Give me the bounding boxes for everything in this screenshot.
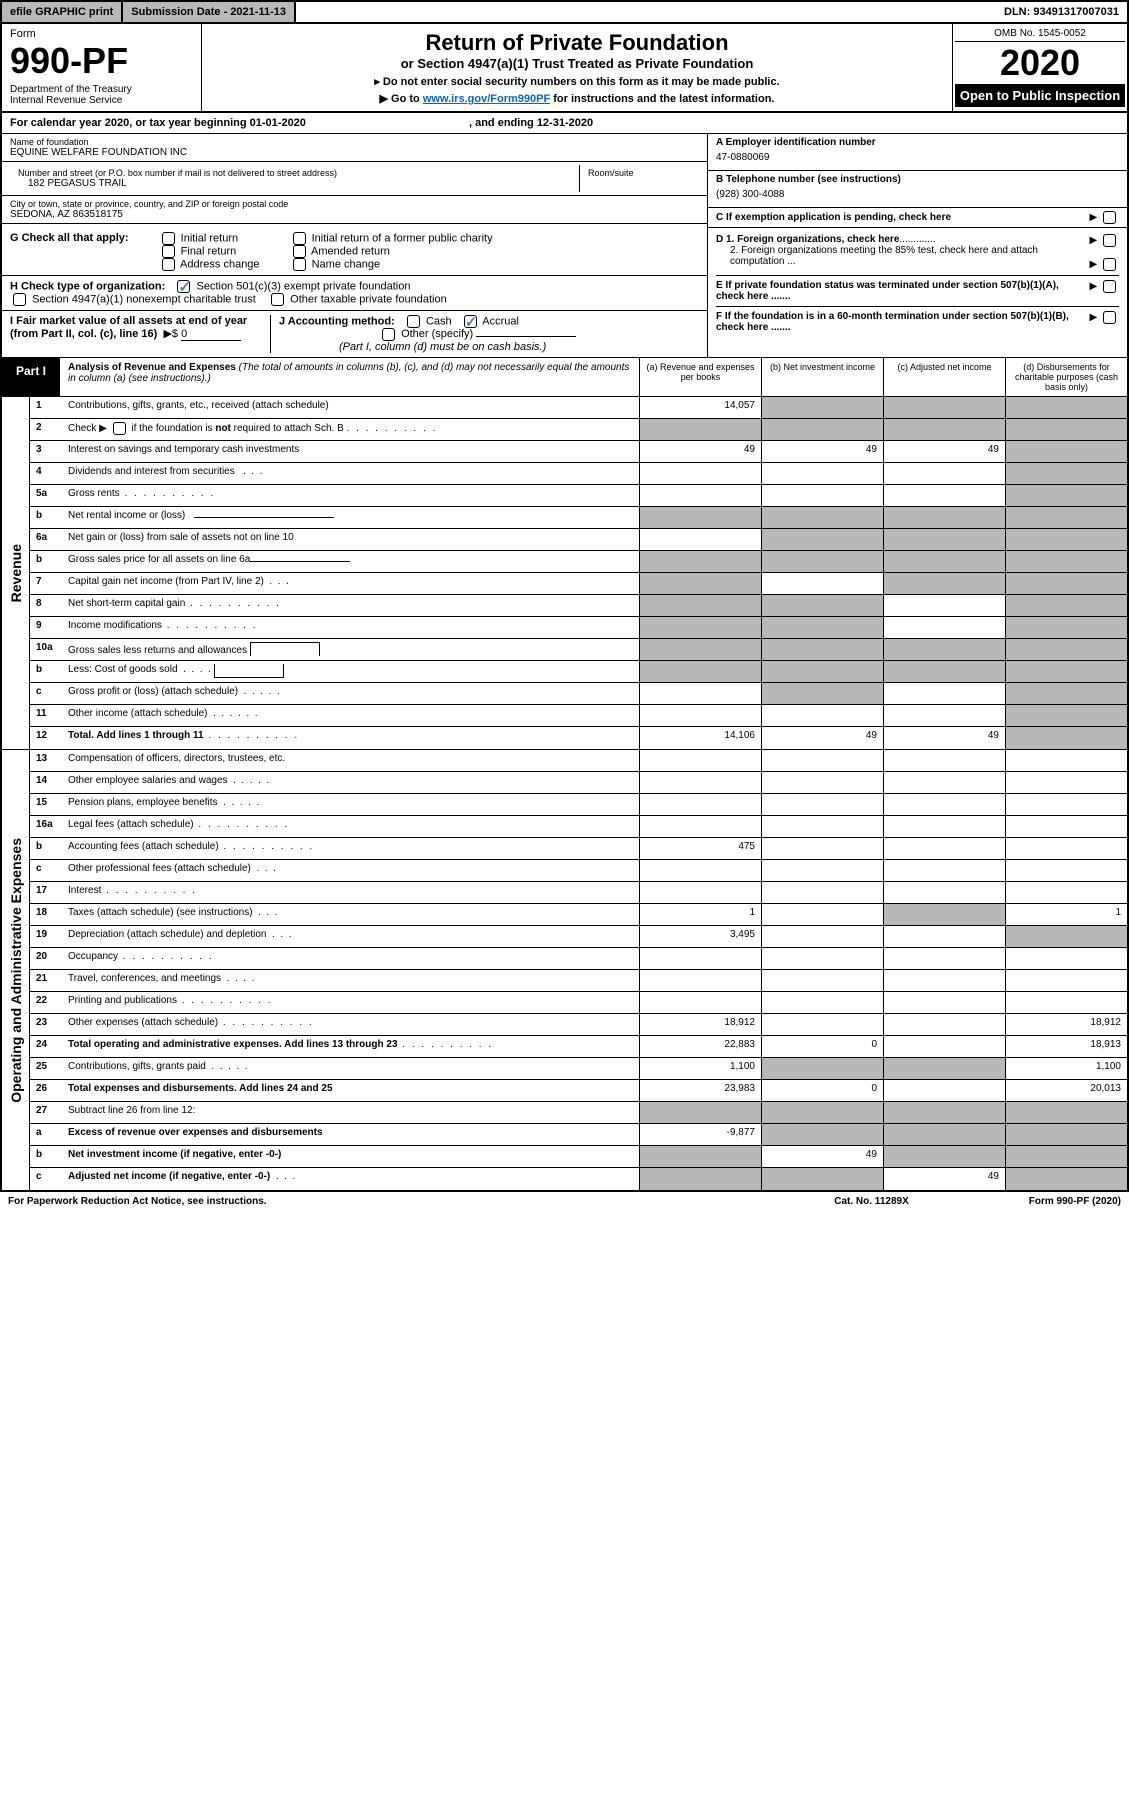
part-1-label: Part I	[2, 358, 60, 396]
g-label: G Check all that apply:	[10, 232, 129, 244]
revenue-side-label: Revenue	[8, 544, 24, 602]
e-checkbox[interactable]	[1103, 280, 1116, 293]
top-bar: efile GRAPHIC print Submission Date - 20…	[0, 0, 1129, 24]
ein-label: A Employer identification number	[716, 137, 1119, 148]
amended-return-checkbox[interactable]	[293, 245, 306, 258]
revenue-table: Revenue 1Contributions, gifts, grants, e…	[0, 397, 1129, 750]
open-public-badge: Open to Public Inspection	[955, 84, 1125, 107]
foundation-info: Name of foundation EQUINE WELFARE FOUNDA…	[0, 134, 1129, 228]
cash-checkbox[interactable]	[407, 315, 420, 328]
j-label: J Accounting method:	[279, 315, 395, 327]
phone-label: B Telephone number (see instructions)	[716, 174, 1119, 185]
form-label: Form	[10, 28, 193, 40]
footer-right: Form 990-PF (2020)	[1029, 1196, 1121, 1207]
form-note-2: Go to www.irs.gov/Form990PF for instruct…	[208, 92, 946, 105]
d2-checkbox[interactable]	[1103, 258, 1116, 271]
501c3-checkbox[interactable]	[177, 280, 190, 293]
form-subtitle: or Section 4947(a)(1) Trust Treated as P…	[208, 56, 946, 71]
col-b-header: (b) Net investment income	[761, 358, 883, 396]
address-change-checkbox[interactable]	[162, 258, 175, 271]
col-a-header: (a) Revenue and expenses per books	[639, 358, 761, 396]
room-label: Room/suite	[588, 168, 691, 178]
other-method-checkbox[interactable]	[382, 328, 395, 341]
city-label: City or town, state or province, country…	[10, 199, 699, 209]
form-number: 990-PF	[10, 40, 193, 82]
h-label: H Check type of organization:	[10, 280, 165, 292]
initial-return-checkbox[interactable]	[162, 232, 175, 245]
irs-label: Internal Revenue Service	[10, 95, 193, 106]
foundation-city: SEDONA, AZ 863518175	[10, 209, 699, 220]
address-label: Number and street (or P.O. box number if…	[18, 168, 571, 178]
col-c-header: (c) Adjusted net income	[883, 358, 1005, 396]
page-footer: For Paperwork Reduction Act Notice, see …	[0, 1192, 1129, 1211]
form-header: Form 990-PF Department of the Treasury I…	[0, 24, 1129, 113]
submission-date: Submission Date - 2021-11-13	[123, 2, 296, 22]
other-taxable-checkbox[interactable]	[271, 293, 284, 306]
phone-value: (928) 300-4088	[716, 185, 1119, 204]
form990pf-link[interactable]: www.irs.gov/Form990PF	[423, 93, 550, 105]
col-d-header: (d) Disbursements for charitable purpose…	[1005, 358, 1127, 396]
j-note: (Part I, column (d) must be on cash basi…	[279, 341, 546, 353]
expenses-table: Operating and Administrative Expenses 13…	[0, 750, 1129, 1192]
footer-left: For Paperwork Reduction Act Notice, see …	[8, 1196, 267, 1207]
f-checkbox[interactable]	[1103, 311, 1116, 324]
foundation-name: EQUINE WELFARE FOUNDATION INC	[10, 147, 699, 158]
efile-print-button[interactable]: efile GRAPHIC print	[2, 2, 123, 22]
form-title: Return of Private Foundation	[208, 30, 946, 56]
dept-label: Department of the Treasury	[10, 84, 193, 95]
tax-year: 2020	[955, 42, 1125, 84]
part-1-header: Part I Analysis of Revenue and Expenses …	[0, 357, 1129, 397]
omb-number: OMB No. 1545-0052	[955, 26, 1125, 42]
foundation-address: 182 PEGASUS TRAIL	[18, 178, 571, 189]
ein-value: 47-0880069	[716, 148, 1119, 167]
calendar-year-row: For calendar year 2020, or tax year begi…	[0, 113, 1129, 134]
accrual-checkbox[interactable]	[464, 315, 477, 328]
d1-checkbox[interactable]	[1103, 234, 1116, 247]
exemption-checkbox[interactable]	[1103, 211, 1116, 224]
r1-a: 14,057	[639, 397, 761, 418]
footer-mid: Cat. No. 11289X	[834, 1196, 908, 1207]
section-g-through-f: G Check all that apply: Initial return F…	[0, 228, 1129, 357]
4947-checkbox[interactable]	[13, 293, 26, 306]
name-label: Name of foundation	[10, 137, 699, 147]
exemption-label: C If exemption application is pending, c…	[716, 212, 951, 223]
fmv-value: 0	[181, 328, 241, 341]
dln-number: DLN: 93491317007031	[996, 2, 1127, 22]
part-1-title: Analysis of Revenue and Expenses	[68, 362, 236, 373]
name-change-checkbox[interactable]	[293, 258, 306, 271]
form-note-1: Do not enter social security numbers on …	[208, 75, 946, 88]
schb-checkbox[interactable]	[113, 422, 126, 435]
final-return-checkbox[interactable]	[162, 245, 175, 258]
expenses-side-label: Operating and Administrative Expenses	[8, 838, 24, 1103]
initial-former-checkbox[interactable]	[293, 232, 306, 245]
